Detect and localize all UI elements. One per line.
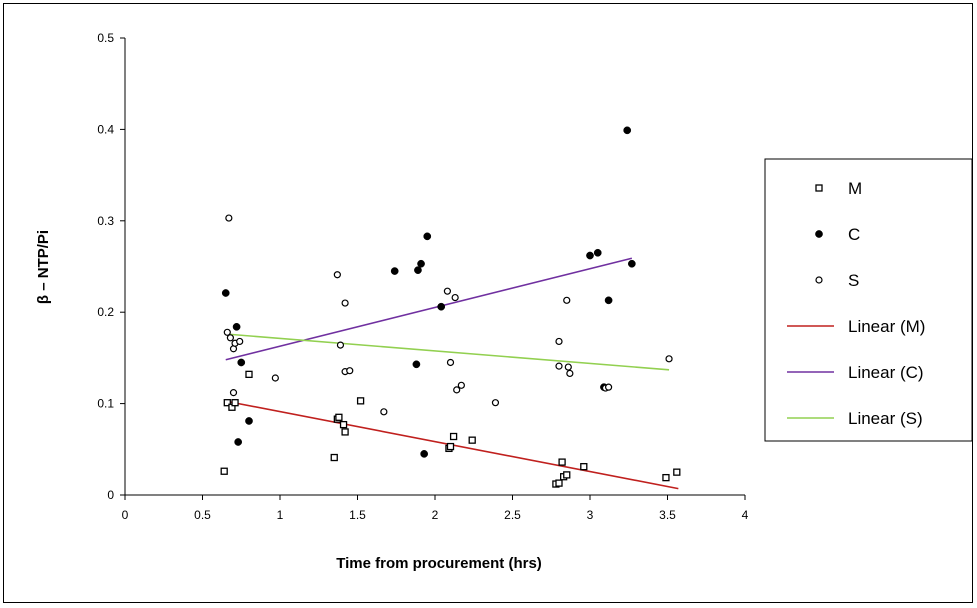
data-point-c: [623, 126, 632, 135]
data-point-s: [665, 355, 673, 363]
data-point-m: [673, 468, 681, 476]
data-point-c: [412, 360, 421, 369]
legend-marker-m: [815, 184, 823, 192]
data-point-c: [221, 289, 230, 297]
data-point-s: [225, 214, 233, 222]
markers: [220, 126, 681, 488]
data-point-m: [356, 397, 365, 405]
trendline-linear-s: [227, 333, 670, 371]
legend-box: [764, 158, 972, 442]
legend-label-linear-c: Linear (C): [848, 363, 924, 382]
data-point-c: [423, 232, 432, 241]
data-point-m: [341, 428, 349, 436]
y-tick-label: 0.2: [97, 305, 114, 319]
data-point-s: [446, 358, 455, 367]
x-axis-title: Time from procurement (hrs): [336, 555, 542, 572]
data-point-s: [336, 341, 345, 349]
x-tick-label: 0: [122, 508, 129, 522]
x-tick-label: 3.5: [659, 508, 676, 522]
legend-label-s: S: [848, 271, 859, 290]
data-point-s: [555, 362, 563, 370]
data-point-s: [564, 363, 572, 371]
data-point-s: [226, 334, 234, 342]
trendline-linear-c: [225, 257, 633, 361]
data-point-c: [437, 302, 446, 311]
legend-label-c: C: [848, 225, 860, 244]
data-point-m: [330, 453, 338, 462]
data-point-s: [453, 386, 461, 394]
x-tick-label: 3: [587, 508, 594, 522]
x-tick-label: 2: [432, 508, 439, 522]
data-point-s: [271, 374, 279, 382]
data-point-m: [563, 471, 571, 479]
data-point-m: [662, 473, 670, 482]
x-tick-label: 2.5: [504, 508, 521, 522]
data-point-m: [468, 436, 476, 444]
legend-label-linear-s: Linear (S): [848, 409, 923, 428]
data-point-s: [451, 293, 459, 302]
data-point-c: [234, 438, 242, 446]
data-point-m: [245, 370, 253, 379]
legend: M C S Linear (M) Linear (C) Linear (S): [764, 158, 972, 442]
data-point-s: [443, 287, 451, 295]
data-point-c: [237, 358, 246, 367]
y-tick-label: 0.5: [97, 31, 114, 45]
data-point-m: [339, 420, 348, 429]
legend-label-m: M: [848, 179, 862, 198]
data-point-s: [333, 271, 341, 279]
legend-label-linear-m: Linear (M): [848, 317, 925, 336]
x-tick-label: 1.5: [349, 508, 366, 522]
data-point-c: [232, 322, 241, 331]
data-point-s: [566, 369, 574, 378]
data-point-s: [604, 383, 613, 391]
data-point-m: [580, 463, 588, 471]
y-tick-label: 0: [107, 488, 114, 502]
chart-frame: 0 0.5 1 1.5 2 2.5 3 3.5 4 0 0.1 0.2 0.3 0.4 0.5 Time …: [3, 3, 973, 603]
data-point-m: [231, 399, 239, 407]
data-point-s: [223, 328, 231, 336]
data-point-s: [346, 367, 354, 375]
data-point-m: [223, 399, 231, 407]
y-axis-title: β – NTP/Pi: [35, 230, 52, 304]
y-tick-label: 0.4: [97, 122, 114, 136]
data-point-m: [555, 479, 563, 487]
data-point-c: [417, 259, 425, 268]
data-point-c: [628, 259, 636, 268]
data-point-c: [390, 267, 399, 275]
data-point-m: [220, 467, 228, 475]
data-point-c: [420, 450, 428, 458]
data-point-s: [380, 408, 388, 416]
data-point-s: [563, 296, 571, 304]
data-point-s: [236, 337, 244, 346]
data-point-s: [555, 337, 563, 346]
legend-marker-s: [815, 276, 823, 284]
data-point-c: [414, 266, 422, 275]
legend-marker-c: [815, 230, 823, 238]
y-tick-label: 0.3: [97, 214, 114, 228]
data-point-m: [449, 432, 458, 441]
data-point-m: [558, 458, 566, 466]
trendlines: [224, 257, 679, 490]
x-tick-label: 4: [742, 508, 749, 522]
data-point-c: [604, 296, 613, 305]
x-ticks: 0 0.5 1 1.5 2 2.5 3 3.5 4: [122, 495, 749, 522]
data-point-s: [341, 299, 349, 307]
x-tick-label: 0.5: [194, 508, 211, 522]
x-tick-label: 1: [277, 508, 284, 522]
data-point-s: [229, 389, 238, 397]
data-point-s: [457, 381, 465, 389]
data-point-m: [446, 442, 455, 451]
y-tick-label: 0.1: [97, 397, 114, 411]
data-point-m: [335, 413, 343, 421]
scatter-chart: 0 0.5 1 1.5 2 2.5 3 3.5 4 0 0.1 0.2 0.3 0.4 0.5 Time …: [35, 31, 972, 572]
axes: [124, 38, 745, 496]
data-point-c: [586, 251, 594, 260]
data-point-s: [491, 399, 500, 407]
data-point-c: [593, 248, 602, 257]
y-ticks: 0 0.1 0.2 0.3 0.4 0.5: [97, 31, 125, 502]
data-point-c: [245, 417, 253, 425]
